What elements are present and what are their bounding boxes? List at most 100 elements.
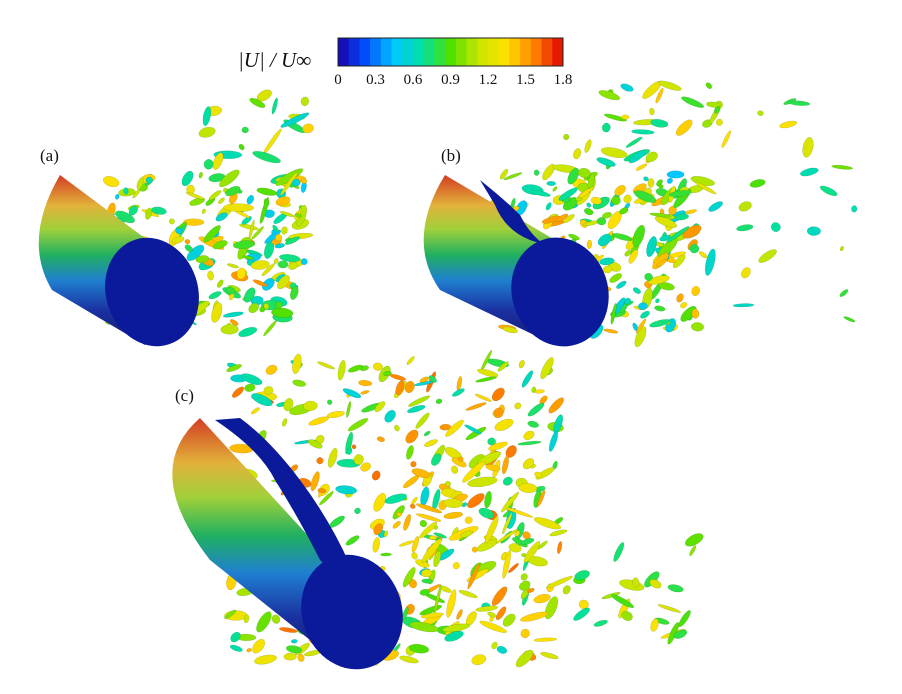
- vortex-tube: [788, 100, 811, 106]
- colorbar-tick-label: 1.5: [516, 72, 535, 88]
- colorbar-band: [434, 38, 446, 66]
- vortex-tube: [619, 207, 629, 215]
- vortex-tube: [404, 380, 415, 394]
- vortex-tube: [758, 249, 777, 263]
- vortex-tube: [657, 604, 682, 613]
- vortex-tube: [264, 229, 282, 244]
- vortex-tube: [229, 319, 239, 326]
- vortex-tube: [373, 492, 387, 512]
- vortex-tube: [383, 530, 389, 537]
- vortex-tube: [467, 563, 480, 590]
- vortex-tube: [244, 383, 256, 392]
- vortex-tube: [508, 563, 519, 573]
- vortex-tube: [628, 249, 638, 264]
- vortex-tube: [394, 424, 400, 432]
- vortex-tube: [233, 240, 256, 250]
- vortex-tube: [460, 530, 473, 538]
- vortex-tube: [471, 654, 487, 666]
- vortex-tube: [487, 437, 496, 446]
- vortex-tube: [475, 376, 497, 383]
- vortex-tube: [248, 302, 259, 314]
- vortex-tube: [433, 532, 447, 539]
- vortex-tube: [691, 308, 700, 319]
- vortex-tube: [502, 476, 513, 486]
- vortex-tube: [360, 390, 370, 395]
- vortex-tube: [491, 387, 505, 402]
- vortex-tube: [421, 538, 442, 563]
- vortex-tube: [517, 440, 542, 446]
- vortex-tube: [277, 275, 290, 290]
- vortex-tube: [347, 418, 369, 432]
- vortex-tube: [177, 221, 187, 230]
- vortex-tube: [521, 370, 534, 388]
- vortex-tube: [484, 516, 499, 544]
- vortex-tube: [256, 187, 278, 196]
- vortex-tube: [567, 167, 580, 185]
- vortex-tube: [518, 359, 525, 369]
- vortex-tube: [236, 267, 247, 280]
- vortex-tube: [598, 90, 621, 101]
- vortex-tube: [464, 516, 473, 524]
- vortex-tube: [123, 187, 129, 195]
- vortex-tube: [522, 531, 531, 540]
- vortex-tube: [545, 202, 552, 211]
- vortex-tube: [319, 491, 334, 506]
- vortex-tube: [681, 96, 704, 108]
- vortex-tube: [611, 195, 621, 206]
- cylinder-end-cap: [511, 237, 609, 347]
- colorbar-band: [552, 38, 564, 66]
- vortex-tube: [415, 412, 430, 429]
- vortex-tube: [373, 523, 384, 536]
- vortex-tube: [243, 287, 256, 303]
- vortex-tube: [421, 578, 434, 584]
- vortex-tube: [502, 326, 518, 334]
- vortex-tube: [658, 80, 682, 91]
- vortex-tube: [520, 611, 549, 622]
- vortex-tube: [851, 205, 858, 213]
- colorbar-band: [380, 38, 392, 66]
- vortex-tube: [246, 194, 254, 205]
- low-speed-region: [480, 180, 545, 245]
- vortex-tube: [277, 260, 289, 269]
- vortex-tube: [609, 273, 623, 283]
- vortex-tube: [568, 233, 580, 241]
- vortex-tube: [439, 423, 452, 431]
- vortex-tube: [274, 243, 286, 249]
- vortex-tube: [635, 163, 648, 171]
- vortex-tube: [508, 543, 522, 553]
- vortex-tube: [428, 375, 437, 383]
- vortex-tube: [655, 87, 664, 104]
- vortex-tube: [263, 303, 270, 310]
- vortex-tube: [443, 498, 464, 509]
- colorbar-band: [413, 38, 425, 66]
- panel-b-scene: [423, 80, 858, 348]
- vortex-tube: [279, 627, 298, 633]
- vortex-tube: [493, 407, 504, 418]
- vortex-tube: [478, 507, 495, 519]
- panel-label-b: (b): [441, 146, 461, 165]
- vortex-tube: [682, 224, 702, 239]
- cylinder-end-cap: [301, 554, 403, 670]
- vortex-tube: [548, 397, 565, 414]
- vortex-tube: [337, 359, 346, 381]
- vortex-tube: [586, 202, 592, 208]
- vortex-tube: [128, 205, 138, 216]
- vortex-tube: [171, 236, 185, 244]
- vortex-tube: [372, 537, 380, 553]
- vortex-tube: [263, 386, 274, 395]
- vortex-tube: [601, 592, 621, 600]
- vortex-tube: [603, 328, 619, 334]
- vortex-tube: [294, 213, 302, 218]
- vortex-tube: [184, 244, 193, 252]
- vortex-tube: [658, 184, 664, 189]
- vortex-tube: [275, 196, 291, 206]
- vortex-tube: [467, 476, 498, 488]
- vortex-tube: [644, 272, 653, 282]
- vortex-tube: [283, 652, 297, 661]
- colorbar-tick-label: 1.2: [478, 72, 498, 88]
- vortex-tube: [583, 208, 594, 216]
- vortex-tube: [243, 614, 250, 624]
- colorbar-tick-label: 0.9: [441, 72, 460, 88]
- vortex-tube: [534, 471, 542, 478]
- vortex-tube: [424, 439, 438, 447]
